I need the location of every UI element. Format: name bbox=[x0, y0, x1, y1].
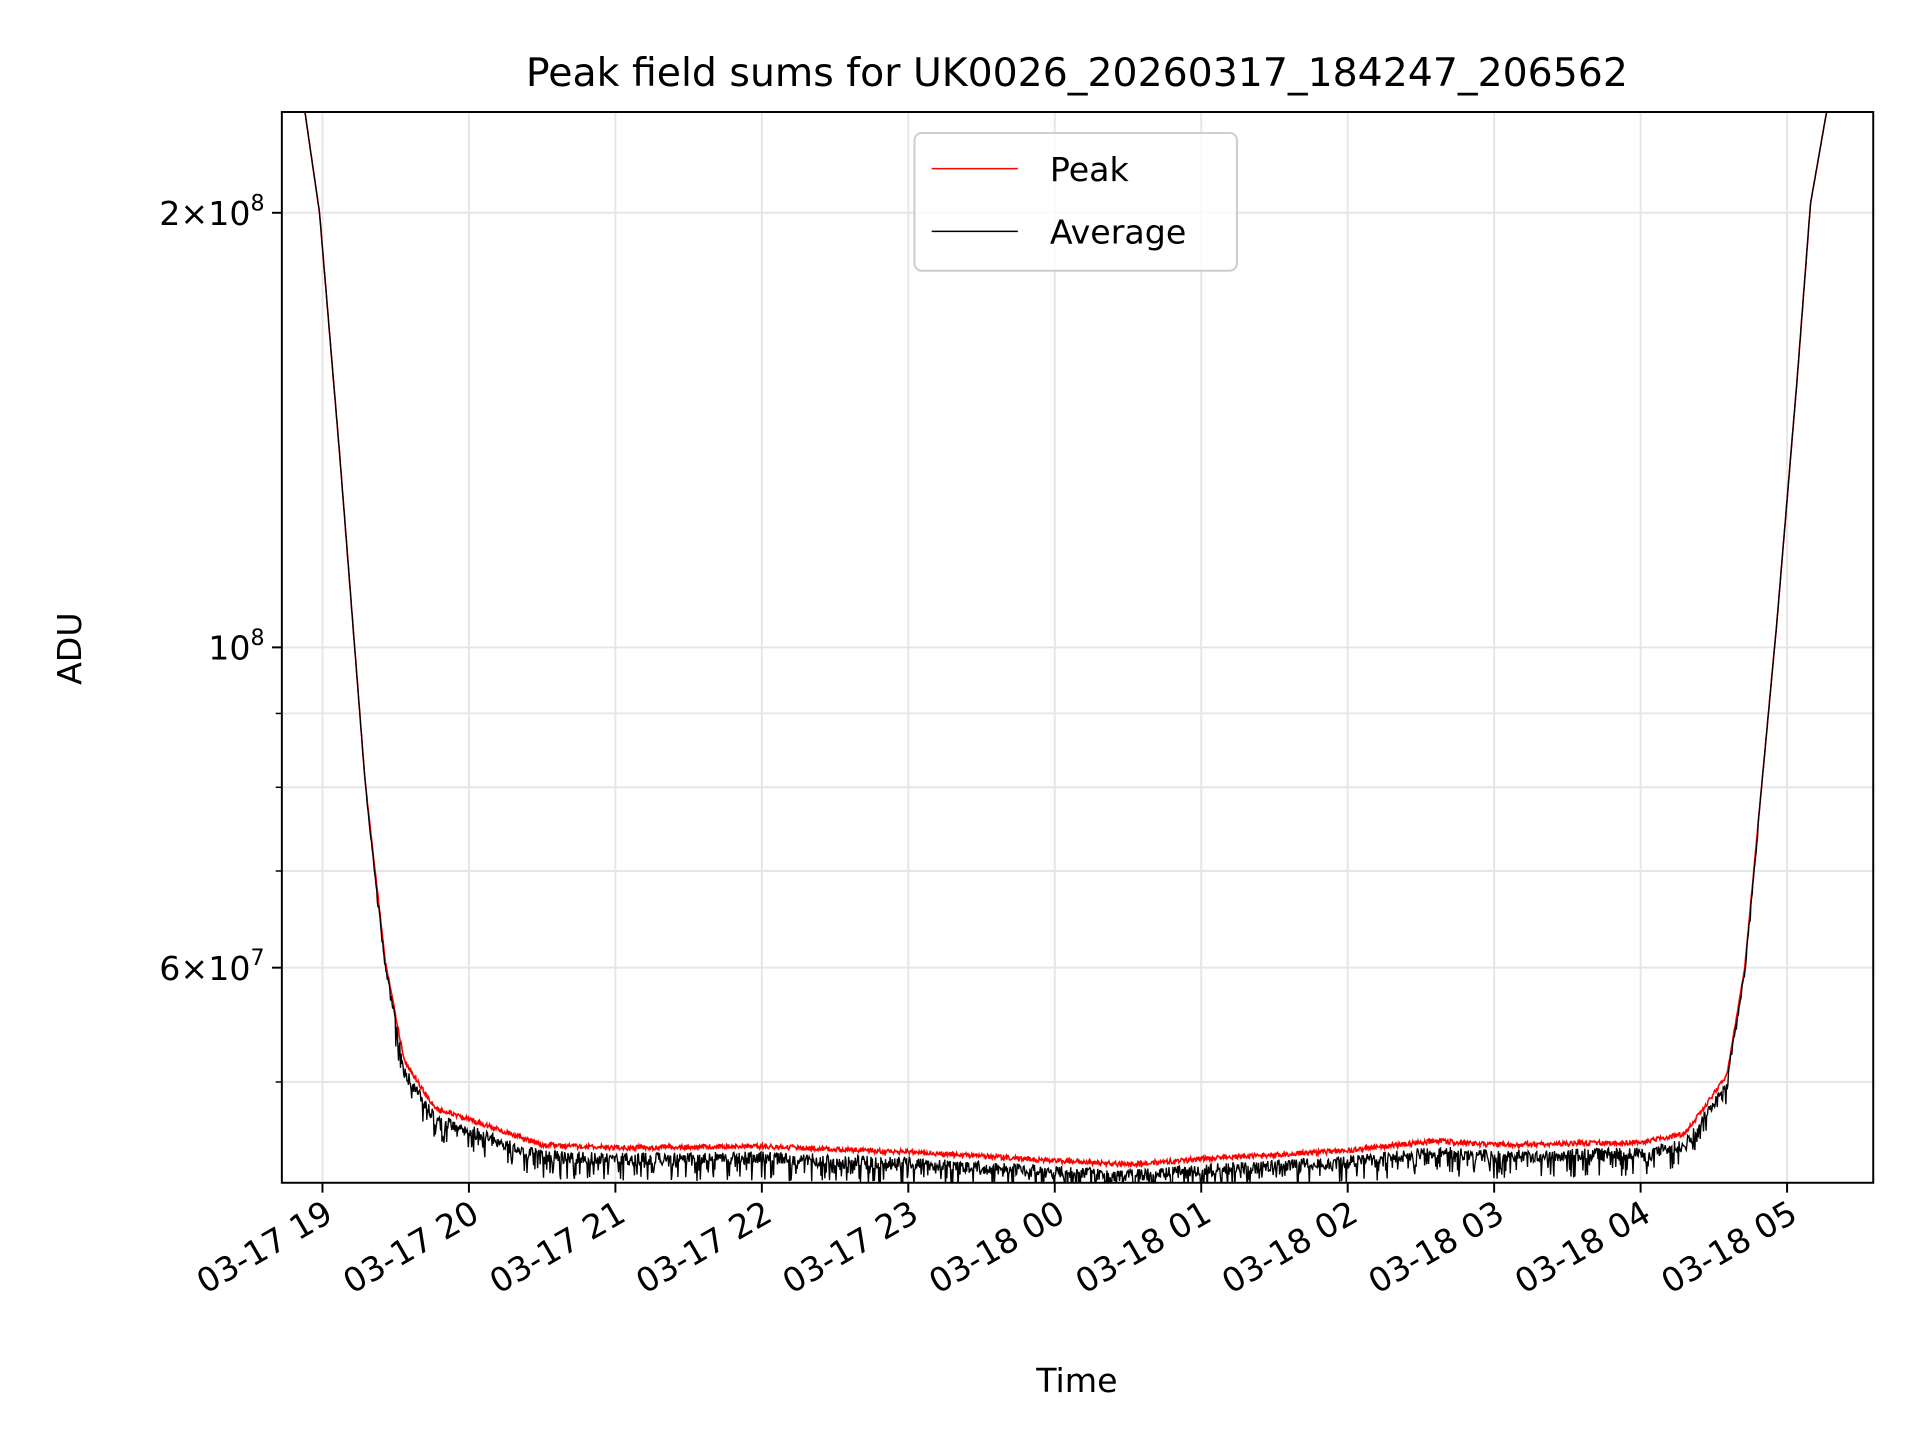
x-axis-label: Time bbox=[1035, 1361, 1117, 1400]
y-axis-label: ADU bbox=[50, 612, 89, 685]
series-average-line bbox=[304, 112, 1828, 1183]
y-axis: 2×108 108 6×107 bbox=[159, 190, 282, 1083]
grid bbox=[281, 112, 1874, 1183]
chart-title: Peak field sums for UK0026_20260317_1842… bbox=[526, 50, 1628, 96]
y-tick-label: 2×108 bbox=[159, 190, 264, 233]
legend-average-label: Average bbox=[1050, 213, 1186, 252]
y-tick-label: 108 bbox=[208, 625, 264, 668]
legend-peak-label: Peak bbox=[1050, 150, 1130, 189]
legend-box bbox=[913, 131, 1238, 272]
legend: Peak Average bbox=[913, 131, 1238, 272]
y-tick-label: 6×107 bbox=[159, 945, 264, 988]
series-peak-line bbox=[304, 112, 1828, 1169]
